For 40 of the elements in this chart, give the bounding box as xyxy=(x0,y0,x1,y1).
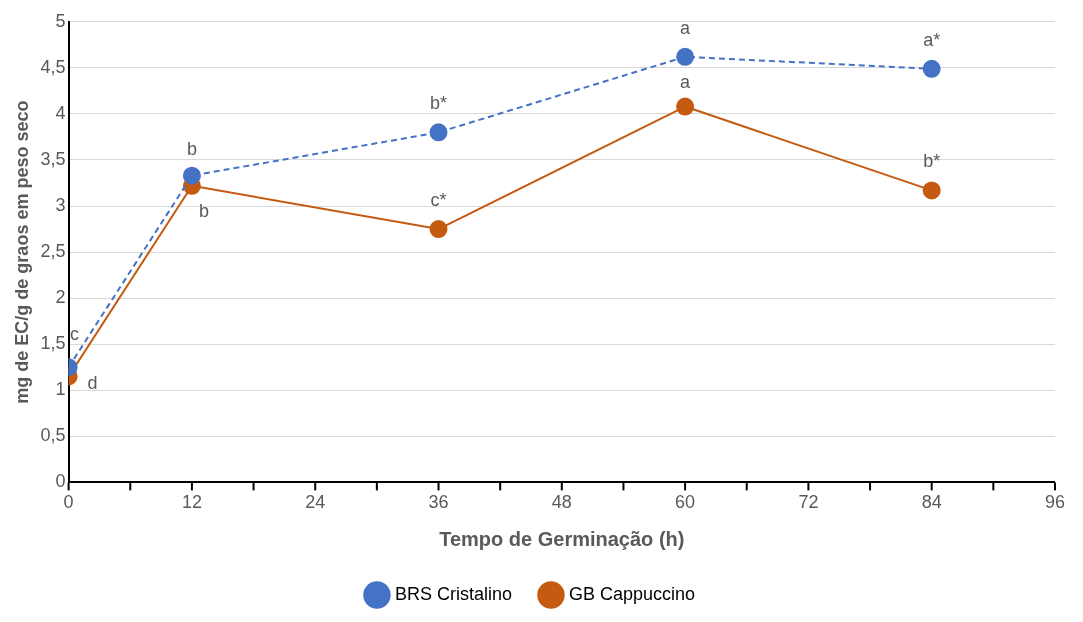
y-axis-title: mg de EC/g de graos em peso seco xyxy=(11,100,32,404)
annotation: c* xyxy=(430,190,447,211)
y-tick-label: 4,5 xyxy=(40,56,66,77)
y-tick-label: 3 xyxy=(55,195,66,216)
y-tick-label: 0,5 xyxy=(40,425,66,446)
x-tick-label: 48 xyxy=(551,492,572,513)
x-tick-label: 60 xyxy=(675,492,696,513)
x-tick-label: 72 xyxy=(798,492,819,513)
y-tick-label: 1,5 xyxy=(40,333,66,354)
point xyxy=(676,97,695,116)
point xyxy=(676,47,695,66)
y-tick-label: 2,5 xyxy=(40,241,66,262)
y-tick-label: 3,5 xyxy=(40,148,66,169)
y-tick-label: 0 xyxy=(55,471,66,492)
annotation: d xyxy=(87,373,98,394)
legend-label: BRS Cristalino xyxy=(394,583,512,604)
x-tick-label: 12 xyxy=(181,492,202,513)
y-tick-label: 4 xyxy=(55,102,66,123)
point xyxy=(429,123,448,142)
point xyxy=(922,181,941,200)
y-tick-label: 1 xyxy=(55,379,66,400)
x-axis-title: Tempo de Germinação (h) xyxy=(439,527,685,550)
annotation: a xyxy=(680,71,692,92)
annotation: b* xyxy=(923,151,941,172)
annotation: a xyxy=(680,17,692,38)
y-tick-label: 2 xyxy=(55,287,66,308)
annotation: a* xyxy=(923,29,941,50)
x-tick-label: 24 xyxy=(305,492,326,513)
annotation: b xyxy=(198,200,209,221)
x-tick-label: 36 xyxy=(428,492,449,513)
legend-label: GB Cappuccino xyxy=(568,583,696,604)
point xyxy=(182,166,201,185)
annotation: b xyxy=(186,138,197,159)
y-tick-label: 5 xyxy=(55,10,66,31)
annotation: c xyxy=(70,324,80,345)
x-tick-label: 84 xyxy=(921,492,942,513)
annotation: b* xyxy=(430,93,448,114)
x-tick-label: 96 xyxy=(1044,492,1065,513)
point xyxy=(429,220,448,239)
point xyxy=(922,59,941,78)
